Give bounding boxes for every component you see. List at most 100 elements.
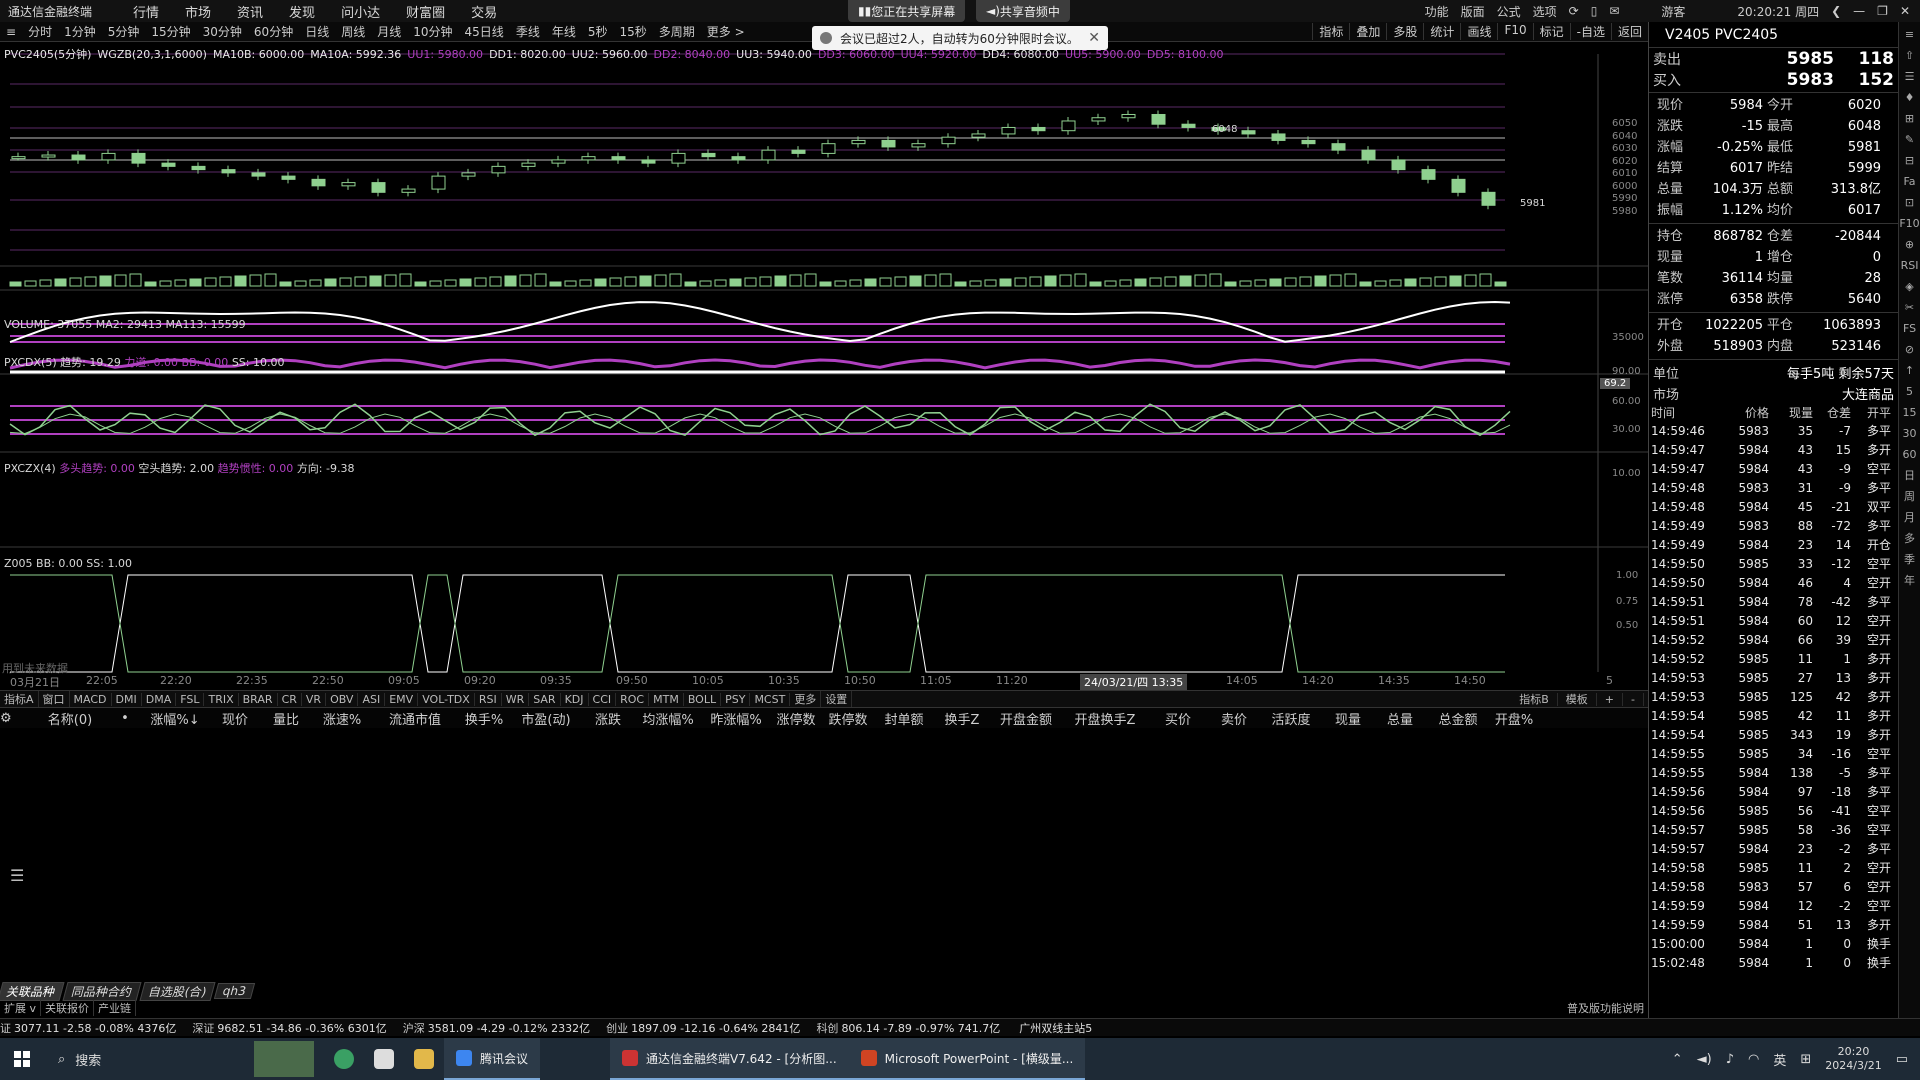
indicator-tab[interactable]: FSL: [176, 692, 205, 706]
ext-industry-chain[interactable]: 产业链: [94, 1000, 137, 1016]
tick-row[interactable]: 14:59:49 5984 23 14 开仓: [1649, 536, 1898, 555]
column-header[interactable]: 流通市值: [388, 712, 441, 728]
close-icon[interactable]: ✕: [1899, 4, 1910, 18]
volume-icon[interactable]: ◄): [1696, 1051, 1712, 1067]
ext-expand[interactable]: 扩展 v: [0, 1000, 42, 1016]
indicator-tab[interactable]: BOLL: [684, 692, 722, 706]
back-icon[interactable]: ❮: [1831, 4, 1842, 18]
sidebar-tool[interactable]: ✎: [1904, 133, 1915, 146]
sidebar-tool[interactable]: 60: [1902, 448, 1917, 461]
period-item[interactable]: 季线: [515, 25, 540, 39]
indicator-tab[interactable]: VR: [302, 692, 327, 706]
tick-row[interactable]: 14:59:59 5984 12 -2 空平: [1649, 897, 1898, 916]
calculator-icon[interactable]: [364, 1038, 404, 1080]
column-header[interactable]: 涨跌: [594, 712, 621, 728]
indicator-right-item[interactable]: +: [1596, 693, 1624, 706]
column-header[interactable]: 卖价: [1220, 712, 1247, 728]
period-menu-icon[interactable]: ≡: [6, 24, 17, 39]
menu-news[interactable]: 资讯: [237, 5, 264, 21]
tool-overlay[interactable]: 叠加: [1349, 23, 1386, 40]
tick-row[interactable]: 15:02:48 5984 1 0 换手: [1649, 954, 1898, 973]
menu-ask[interactable]: 问小达: [341, 5, 381, 21]
folder-icon[interactable]: [404, 1038, 444, 1080]
browser-icon[interactable]: [324, 1038, 364, 1080]
tick-row[interactable]: 14:59:51 5984 60 12 空开: [1649, 612, 1898, 631]
column-header[interactable]: 换手%: [464, 712, 504, 728]
tick-row[interactable]: 14:59:53 5985 27 13 多开: [1649, 669, 1898, 688]
tick-row[interactable]: 14:59:56 5985 56 -41 空平: [1649, 802, 1898, 821]
tick-row[interactable]: 14:59:58 5983 57 6 空开: [1649, 878, 1898, 897]
indicator-tab[interactable]: TRIX: [204, 692, 239, 706]
taskbar-pinned-app[interactable]: [244, 1038, 324, 1080]
taskbar-app-tdx[interactable]: 通达信金融终端V7.642 - [分析图...: [610, 1038, 849, 1080]
period-item[interactable]: 周线: [341, 25, 366, 39]
tick-row[interactable]: 14:59:50 5984 46 4 空开: [1649, 574, 1898, 593]
column-header[interactable]: 现量: [1334, 712, 1361, 728]
tick-row[interactable]: 14:59:48 5984 45 -21 双平: [1649, 498, 1898, 517]
period-item[interactable]: 15秒: [619, 25, 647, 39]
column-header[interactable]: 均涨幅%: [642, 712, 694, 728]
tick-row[interactable]: 14:59:47 5984 43 -9 空平: [1649, 460, 1898, 479]
sidebar-tool[interactable]: 周: [1904, 490, 1915, 503]
period-item[interactable]: 更多 >: [706, 25, 745, 39]
period-item[interactable]: 30分钟: [202, 25, 242, 39]
tool-back[interactable]: 返回: [1610, 23, 1648, 40]
column-header[interactable]: 活跃度: [1271, 712, 1311, 728]
screen-share-badge[interactable]: ▮▮ 您正在共享屏幕: [848, 0, 966, 22]
start-button[interactable]: [0, 1038, 44, 1080]
indicator-tab[interactable]: 设置: [821, 691, 853, 707]
tick-row[interactable]: 14:59:52 5984 66 39 空开: [1649, 631, 1898, 650]
tab-qh3[interactable]: qh3: [214, 983, 256, 999]
mail-icon[interactable]: ✉: [1609, 4, 1620, 18]
indicator-tab[interactable]: CCI: [589, 692, 617, 706]
tool-stats[interactable]: 统计: [1423, 23, 1460, 40]
period-item[interactable]: 10分钟: [413, 25, 453, 39]
indicator-right-item[interactable]: 模板: [1557, 693, 1597, 706]
column-header[interactable]: 跌停数: [828, 712, 868, 728]
indicator-right-item[interactable]: 指标B: [1511, 693, 1558, 706]
menu-trade[interactable]: 交易: [471, 5, 498, 21]
menu-quotes[interactable]: 行情: [133, 5, 160, 21]
tick-row[interactable]: 14:59:46 5983 35 -7 多平: [1649, 422, 1898, 441]
column-header[interactable]: •: [121, 710, 129, 726]
column-header[interactable]: 开盘金额: [999, 712, 1052, 728]
indicator-tab[interactable]: CR: [278, 692, 302, 706]
tool-watchlist[interactable]: -自选: [1569, 23, 1611, 40]
column-header[interactable]: 封单额: [884, 712, 924, 728]
indicator-tab[interactable]: MTM: [649, 692, 684, 706]
tick-row[interactable]: 14:59:48 5983 31 -9 多平: [1649, 479, 1898, 498]
sidebar-tool[interactable]: ◈: [1905, 280, 1914, 293]
taskbar-clock[interactable]: 20:20 2024/3/21: [1825, 1045, 1882, 1072]
indicator-tab[interactable]: KDJ: [561, 692, 589, 706]
column-header[interactable]: 开盘换手Z: [1074, 712, 1136, 728]
indicator-tab[interactable]: BRAR: [239, 692, 278, 706]
column-header[interactable]: 总金额: [1438, 712, 1478, 728]
sidebar-tool[interactable]: ☰: [1904, 70, 1915, 83]
sidebar-tool[interactable]: 多: [1904, 532, 1915, 545]
tick-row[interactable]: 14:59:56 5984 97 -18 多平: [1649, 783, 1898, 802]
indicator-tab[interactable]: VOL-TDX: [418, 692, 475, 706]
tick-row[interactable]: 14:59:55 5985 34 -16 空平: [1649, 745, 1898, 764]
period-item[interactable]: 60分钟: [253, 25, 294, 39]
sidebar-tool[interactable]: Fa: [1903, 175, 1916, 188]
column-header[interactable]: 买价: [1164, 712, 1191, 728]
indicator-tab[interactable]: 更多: [790, 691, 822, 707]
column-header[interactable]: 昨涨幅%: [710, 712, 762, 728]
column-header[interactable]: 总量: [1386, 712, 1413, 728]
tick-row[interactable]: 14:59:57 5985 58 -36 空平: [1649, 821, 1898, 840]
period-item[interactable]: 45日线: [464, 25, 504, 39]
sidebar-tool[interactable]: ♦: [1904, 91, 1915, 104]
sidebar-tool[interactable]: 月: [1904, 511, 1915, 524]
tool-draw[interactable]: 画线: [1460, 23, 1497, 40]
sidebar-tool[interactable]: 季: [1904, 553, 1915, 566]
column-header[interactable]: 现价: [221, 712, 248, 728]
tool-f10[interactable]: F10: [1497, 23, 1532, 40]
minimize-icon[interactable]: —: [1853, 4, 1866, 18]
tick-row[interactable]: 14:59:50 5985 33 -12 空平: [1649, 555, 1898, 574]
kline-chart[interactable]: [0, 42, 1648, 692]
indicator-tab[interactable]: 指标A: [0, 691, 39, 707]
tick-row[interactable]: 14:59:57 5984 23 -2 多平: [1649, 840, 1898, 859]
sidebar-tool[interactable]: ⇧: [1904, 49, 1915, 62]
sidebar-tool[interactable]: F10: [1899, 217, 1920, 230]
sidebar-tool[interactable]: RSI: [1900, 259, 1919, 272]
